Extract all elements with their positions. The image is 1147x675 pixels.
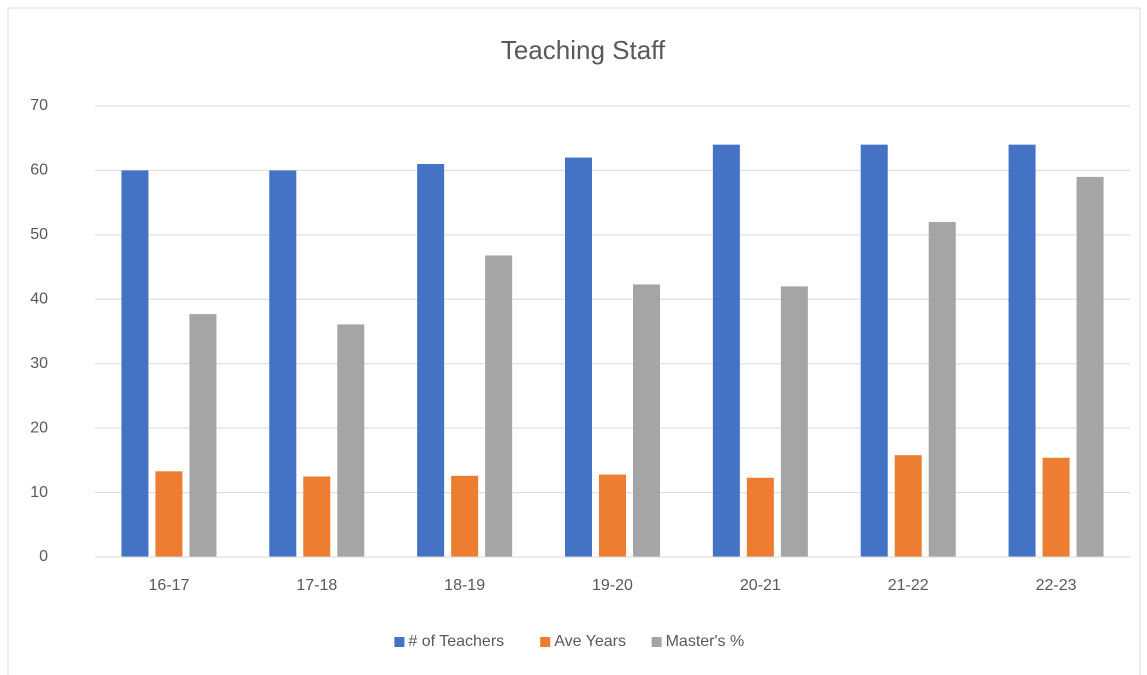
bar (633, 284, 660, 557)
bar (189, 314, 217, 557)
legend-label: Ave Years (554, 633, 626, 650)
bar (746, 477, 774, 557)
y-tick-label: 10 (30, 484, 48, 501)
bar (1008, 144, 1036, 557)
bar (1076, 176, 1104, 557)
y-tick-label: 60 (30, 162, 48, 179)
x-tick-label: 17-18 (296, 577, 337, 594)
x-tick-label: 22-23 (1036, 577, 1077, 594)
y-tick-label: 40 (30, 291, 48, 308)
y-tick-label: 0 (39, 548, 48, 565)
bar (303, 476, 331, 557)
x-tick-label: 19-20 (592, 577, 633, 594)
bar (1042, 457, 1070, 557)
bar (928, 221, 956, 557)
bar (451, 475, 479, 557)
y-tick-label: 30 (30, 355, 48, 372)
bar (269, 170, 297, 557)
x-tick-label: 16-17 (148, 577, 189, 594)
y-tick-label: 70 (30, 97, 48, 114)
bar (337, 324, 365, 557)
x-tick-label: 20-21 (740, 577, 781, 594)
legend-swatch (540, 637, 551, 647)
legend-label: Master's % (666, 633, 745, 650)
chart-title: Teaching Staff (501, 35, 666, 65)
y-tick-label: 20 (30, 419, 48, 436)
legend-swatch (394, 637, 405, 647)
legend-swatch (651, 637, 662, 647)
bar (565, 157, 592, 558)
bar (417, 163, 445, 557)
bar (121, 170, 149, 557)
bar (860, 144, 888, 557)
bar (485, 255, 513, 557)
bar (780, 286, 808, 557)
bar (712, 144, 740, 557)
x-tick-label: 21-22 (888, 577, 929, 594)
bar (599, 474, 626, 557)
legend-label: # of Teachers (408, 633, 504, 650)
y-tick-label: 50 (30, 226, 48, 243)
bar (155, 471, 183, 557)
x-tick-label: 18-19 (444, 577, 485, 594)
bar (894, 455, 922, 557)
